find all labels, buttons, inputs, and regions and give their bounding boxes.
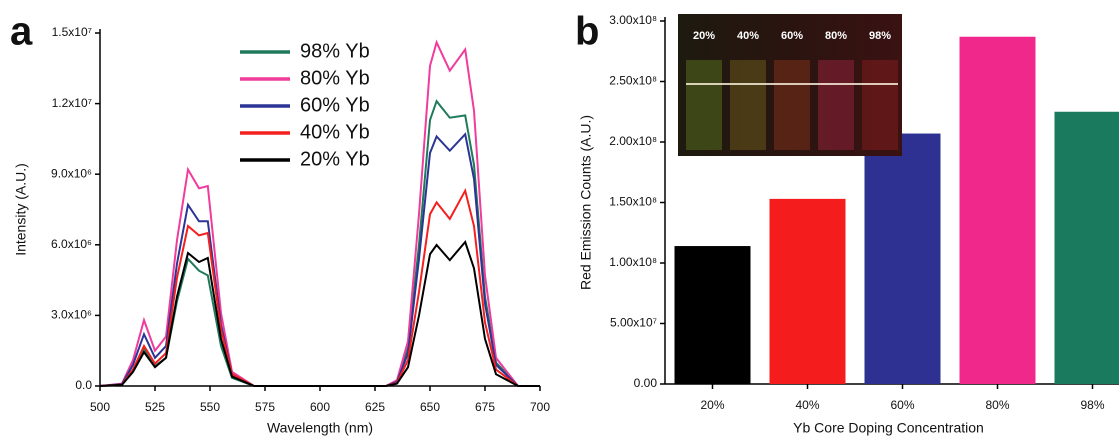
x-tick-label: 98% [1080,398,1104,412]
x-axis-label: Wavelength (nm) [267,420,373,436]
legend-label: 20% Yb [300,148,370,170]
legend-label: 60% Yb [300,94,370,116]
bar [864,133,941,384]
vial [730,60,766,150]
x-tick-label: 525 [145,400,165,414]
vial [686,60,722,150]
x-tick-label: 600 [310,400,330,414]
legend-label: 98% Yb [300,40,370,62]
bar [1054,111,1119,384]
legend-label: 40% Yb [300,121,370,143]
vial [818,60,854,150]
x-tick-label: 40% [795,398,819,412]
y-tick-label: 1.5x10⁷ [52,25,92,39]
y-axis-label: Intensity (A.U.) [13,163,29,256]
y-tick-label: 5.00x10⁷ [610,316,657,330]
y-tick-label: 9.0x10⁶ [51,166,92,180]
panel-label: b [575,10,599,54]
y-tick-label: 0.00 [634,376,658,390]
y-tick-label: 0.0 [75,378,92,392]
y-axis-label: Red Emission Counts (A.U.) [578,115,594,290]
bar [769,198,846,384]
x-tick-label: 575 [255,400,275,414]
spectrum-line [99,240,540,387]
y-tick-label: 2.50x10⁸ [609,74,657,88]
inset-label: 80% [825,30,847,42]
bar [674,246,751,384]
bar [959,36,1036,384]
x-tick-label: 625 [365,400,385,414]
y-tick-label: 6.0x10⁶ [51,237,92,251]
inset-photo: 20% 40% 60% 80% 98% [678,14,902,156]
x-tick-label: 60% [890,398,914,412]
x-axis-label: Yb Core Doping Concentration [793,420,984,436]
vial [774,60,810,150]
inset-label: 20% [693,30,715,42]
inset-label: 40% [737,30,759,42]
y-tick-label: 3.00x10⁸ [609,13,657,27]
y-tick-label: 3.0x10⁶ [51,308,92,322]
y-tick-label: 1.2x10⁷ [52,96,92,110]
vial [862,60,898,150]
panel-label: a [10,10,33,54]
x-tick-label: 700 [530,400,550,414]
y-tick-label: 2.00x10⁸ [609,134,657,148]
x-tick-label: 675 [475,400,495,414]
x-tick-label: 20% [700,398,724,412]
legend-label: 80% Yb [300,67,370,89]
x-tick-label: 650 [420,400,440,414]
y-tick-label: 1.50x10⁸ [609,195,657,209]
inset-label: 60% [781,30,803,42]
x-tick-label: 500 [90,400,110,414]
inset-label: 98% [869,30,891,42]
x-tick-label: 80% [985,398,1009,412]
x-tick-label: 550 [200,400,220,414]
y-tick-label: 1.00x10⁸ [609,255,657,269]
